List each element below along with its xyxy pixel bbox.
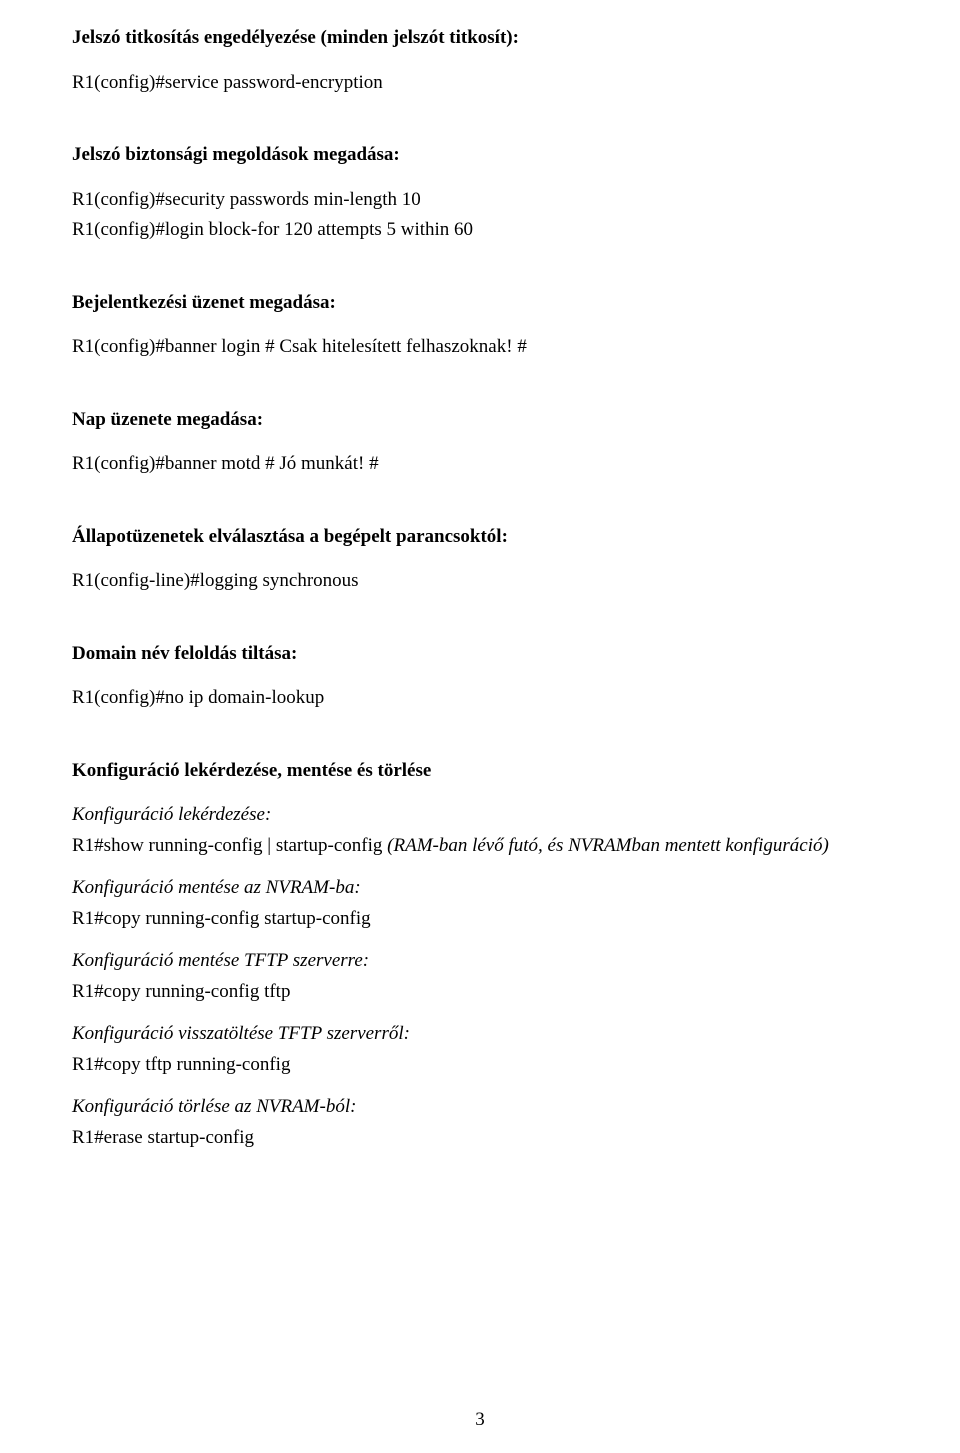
document-page: Jelszó titkosítás engedélyezése (minden …	[0, 0, 960, 1453]
section-heading: Konfiguráció lekérdezése, mentése és tör…	[72, 757, 888, 786]
command-line: R1#copy tftp running-config	[72, 1051, 888, 1080]
command-comment: (RAM-ban lévő futó, és NVRAMban mentett …	[387, 835, 829, 856]
command-line: R1(config)#service password-encryption	[72, 69, 888, 98]
section-heading: Nap üzenete megadása:	[72, 406, 888, 435]
command-line: R1(config)#security passwords min-length…	[72, 186, 888, 215]
group-label: Konfiguráció visszatöltése TFTP szerverr…	[72, 1020, 888, 1049]
section-logging-sync: Állapotüzenetek elválasztása a begépelt …	[72, 523, 888, 596]
page-number: 3	[0, 1409, 960, 1431]
group-label: Konfiguráció törlése az NVRAM-ból:	[72, 1093, 888, 1122]
config-group-save-tftp: Konfiguráció mentése TFTP szerverre: R1#…	[72, 947, 888, 1006]
section-config-save: Konfiguráció lekérdezése, mentése és tör…	[72, 757, 888, 1153]
section-heading: Jelszó biztonsági megoldások megadása:	[72, 141, 888, 170]
section-domain-lookup: Domain név feloldás tiltása: R1(config)#…	[72, 640, 888, 713]
command-line: R1(config)#no ip domain-lookup	[72, 684, 888, 713]
section-motd-banner: Nap üzenete megadása: R1(config)#banner …	[72, 406, 888, 479]
config-group-query: Konfiguráció lekérdezése: R1#show runnin…	[72, 801, 888, 860]
section-heading: Állapotüzenetek elválasztása a begépelt …	[72, 523, 888, 552]
group-label: Konfiguráció lekérdezése:	[72, 801, 888, 830]
command-line: R1#copy running-config tftp	[72, 978, 888, 1007]
group-label: Konfiguráció mentése az NVRAM-ba:	[72, 874, 888, 903]
section-password-security: Jelszó biztonsági megoldások megadása: R…	[72, 141, 888, 245]
config-group-load-tftp: Konfiguráció visszatöltése TFTP szerverr…	[72, 1020, 888, 1079]
command-line: R1(config)#login block-for 120 attempts …	[72, 216, 888, 245]
command-line: R1(config)#banner login # Csak hitelesít…	[72, 333, 888, 362]
config-group-erase-nvram: Konfiguráció törlése az NVRAM-ból: R1#er…	[72, 1093, 888, 1152]
section-heading: Jelszó titkosítás engedélyezése (minden …	[72, 24, 888, 53]
command-text: R1#show running-config | startup-config	[72, 835, 387, 856]
section-password-encrypt: Jelszó titkosítás engedélyezése (minden …	[72, 24, 888, 97]
command-line: R1(config-line)#logging synchronous	[72, 567, 888, 596]
section-heading: Bejelentkezési üzenet megadása:	[72, 289, 888, 318]
command-line: R1#show running-config | startup-config …	[72, 832, 888, 861]
config-group-save-nvram: Konfiguráció mentése az NVRAM-ba: R1#cop…	[72, 874, 888, 933]
command-line: R1#erase startup-config	[72, 1124, 888, 1153]
section-login-banner: Bejelentkezési üzenet megadása: R1(confi…	[72, 289, 888, 362]
command-line: R1#copy running-config startup-config	[72, 905, 888, 934]
command-line: R1(config)#banner motd # Jó munkát! #	[72, 450, 888, 479]
section-heading: Domain név feloldás tiltása:	[72, 640, 888, 669]
group-label: Konfiguráció mentése TFTP szerverre:	[72, 947, 888, 976]
